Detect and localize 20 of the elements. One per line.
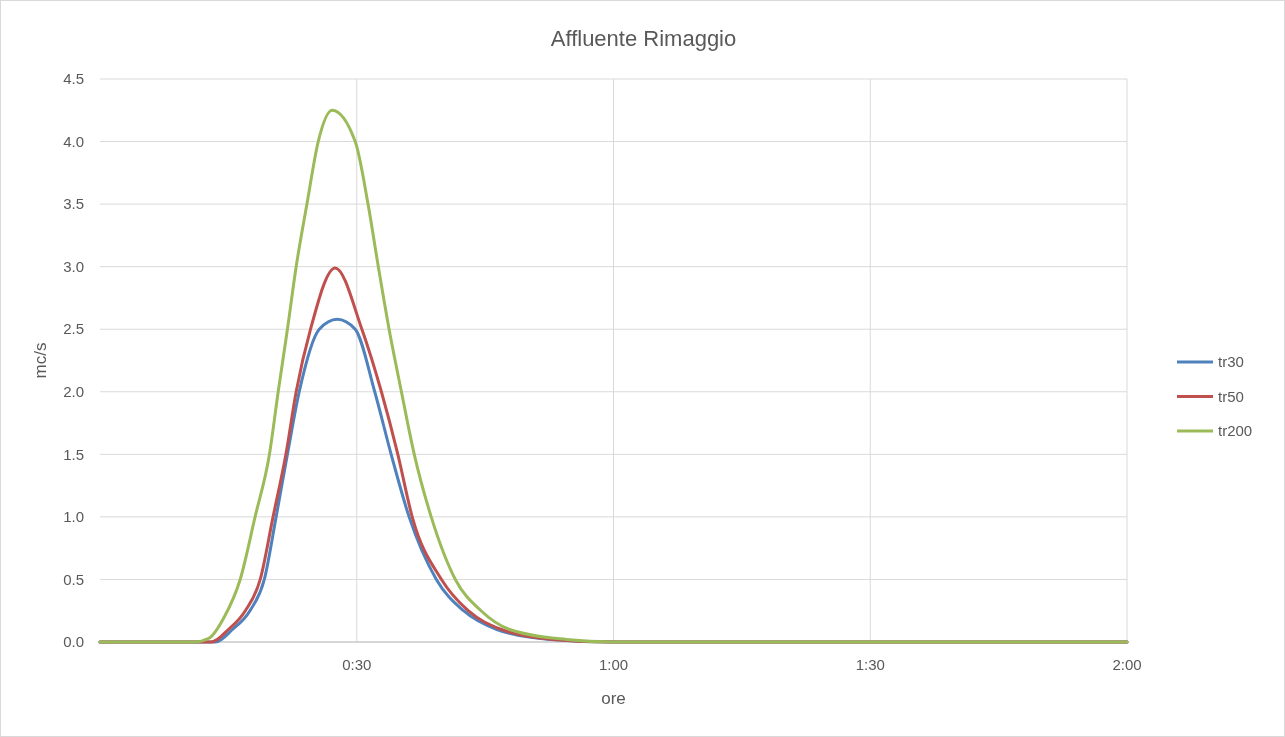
y-tick-label: 4.5 [63, 70, 84, 88]
y-tick-label: 2.5 [63, 320, 84, 338]
y-tick-label: 2.0 [63, 383, 84, 401]
y-tick-label: 0.0 [63, 633, 84, 651]
x-axis-title: ore [601, 689, 626, 708]
x-tick-label: 1:30 [855, 656, 885, 673]
y-axis-title: mc/s [31, 342, 50, 379]
legend-label: tr50 [1218, 387, 1244, 405]
x-tick-label: 1:00 [598, 656, 629, 673]
legend-label: tr30 [1218, 353, 1244, 371]
chart-title: Affluente Rimaggio [550, 26, 737, 51]
y-tick-label: 3.5 [63, 195, 84, 213]
x-tick-label: 2:00 [1112, 656, 1142, 673]
y-tick-label: 3.0 [63, 257, 84, 275]
y-tick-label: 1.5 [63, 445, 84, 463]
x-tick-label: 0:30 [342, 656, 372, 673]
y-tick-label: 1.0 [63, 508, 84, 526]
legend-label: tr200 [1218, 422, 1253, 440]
y-tick-label: 0.5 [63, 570, 84, 588]
y-tick-label: 4.0 [63, 132, 84, 150]
